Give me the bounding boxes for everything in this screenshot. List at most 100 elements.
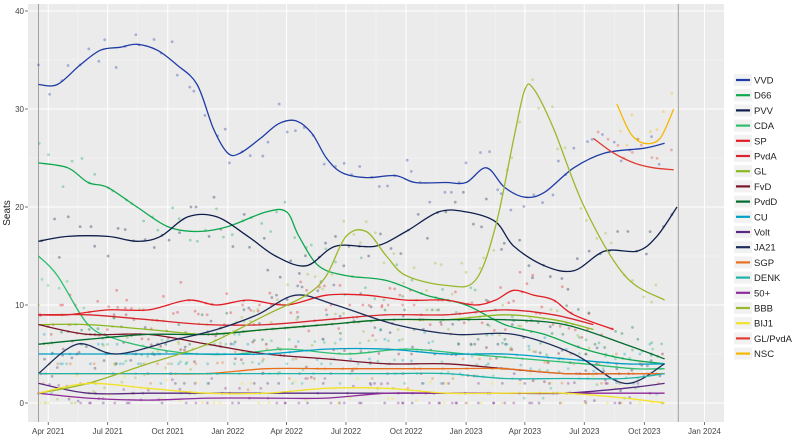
poll-dot xyxy=(670,91,674,95)
poll-dot xyxy=(431,340,435,343)
poll-dot xyxy=(239,358,243,362)
series-line-pvda xyxy=(38,309,594,326)
legend-label-volt: Volt xyxy=(754,228,770,239)
poll-dot xyxy=(348,396,352,400)
poll-dot xyxy=(368,357,371,361)
x-tick-label: Jul 2021 xyxy=(93,427,124,436)
poll-dot xyxy=(321,338,325,341)
poll-dot xyxy=(342,311,345,315)
poll-dot xyxy=(379,328,383,331)
poll-dot xyxy=(543,336,547,340)
poll-dot xyxy=(37,303,41,307)
poll-dot xyxy=(447,382,450,385)
poll-dot xyxy=(370,377,374,380)
poll-dot xyxy=(393,287,397,291)
poll-dot xyxy=(613,386,617,389)
poll-dot xyxy=(332,283,336,287)
poll-dot xyxy=(546,369,549,372)
poll-dot xyxy=(160,401,164,405)
poll-dot xyxy=(380,305,384,309)
poll-dot xyxy=(285,130,289,134)
poll-dot xyxy=(631,348,634,352)
poll-dot xyxy=(551,105,554,109)
poll-dot xyxy=(322,341,326,344)
poll-dot xyxy=(342,161,346,165)
poll-dot xyxy=(590,138,594,141)
poll-dot xyxy=(518,120,522,124)
poll-dot xyxy=(127,401,131,405)
poll-dot xyxy=(658,374,662,378)
poll-dot xyxy=(275,401,279,405)
series-line-vvd xyxy=(38,43,665,199)
poll-dot xyxy=(388,286,392,290)
poll-dot xyxy=(193,309,197,313)
poll-dot xyxy=(503,328,507,331)
poll-dot xyxy=(525,282,529,286)
poll-dot xyxy=(149,343,153,347)
poll-dot xyxy=(539,341,542,345)
poll-dot xyxy=(80,157,84,160)
poll-dot xyxy=(225,292,229,296)
poll-dot xyxy=(605,401,609,405)
poll-dot xyxy=(87,328,91,331)
poll-dot xyxy=(450,292,454,296)
y-axis-ticks: 0 10 20 30 40 xyxy=(15,7,28,408)
poll-dot xyxy=(338,314,342,318)
poll-dot xyxy=(537,107,541,110)
poll-dot xyxy=(309,243,313,247)
poll-dot xyxy=(560,285,564,289)
poll-dot xyxy=(510,348,514,352)
poll-dot xyxy=(240,315,244,319)
poll-dot xyxy=(428,401,431,405)
poll-dot xyxy=(449,190,453,194)
poll-dot xyxy=(53,217,56,221)
poll-dot xyxy=(625,143,629,147)
legend-label-pvdd: PvdD xyxy=(754,197,777,208)
poll-dot xyxy=(275,293,278,297)
poll-dot xyxy=(223,127,227,131)
poll-dot xyxy=(102,344,106,347)
poll-dot xyxy=(584,369,588,373)
poll-dot xyxy=(644,252,648,256)
legend-label-vvd: VVD xyxy=(754,76,774,87)
poll-dot xyxy=(102,359,106,363)
poll-dot xyxy=(583,399,587,403)
poll-dot xyxy=(294,357,298,361)
poll-dot xyxy=(441,382,445,385)
poll-dot xyxy=(183,348,186,352)
poll-dot xyxy=(334,312,337,316)
poll-dot xyxy=(123,228,127,231)
legend-label-pvv: PVV xyxy=(754,106,774,117)
poll-dot xyxy=(167,238,171,242)
poll-dot xyxy=(618,401,621,405)
poll-dot xyxy=(231,245,235,248)
poll-dot xyxy=(478,357,481,361)
poll-dot xyxy=(329,401,333,405)
legend-label-ja21: JA21 xyxy=(754,243,776,254)
poll-dot xyxy=(461,190,465,194)
poll-dot xyxy=(606,137,610,141)
poll-dot xyxy=(412,266,416,270)
poll-dot xyxy=(115,288,119,292)
poll-dot xyxy=(377,185,381,188)
poll-dot xyxy=(183,345,187,349)
poll-dot xyxy=(40,277,44,281)
poll-dot xyxy=(93,244,97,248)
poll-dot xyxy=(606,382,609,385)
poll-dot xyxy=(229,311,233,314)
poll-dot xyxy=(238,386,241,390)
poll-dot xyxy=(49,333,53,336)
poll-dot xyxy=(358,341,362,345)
poll-dot xyxy=(428,200,432,204)
poll-dot xyxy=(304,365,308,369)
poll-dot xyxy=(356,362,360,366)
poll-dot xyxy=(56,362,60,366)
poll-dot xyxy=(563,146,567,150)
poll-dot xyxy=(457,342,461,346)
poll-dot xyxy=(476,337,480,341)
poll-dot xyxy=(587,346,591,350)
poll-dot xyxy=(538,368,541,372)
poll-dot xyxy=(87,47,91,51)
poll-dot xyxy=(439,320,443,324)
poll-dot xyxy=(586,140,589,144)
